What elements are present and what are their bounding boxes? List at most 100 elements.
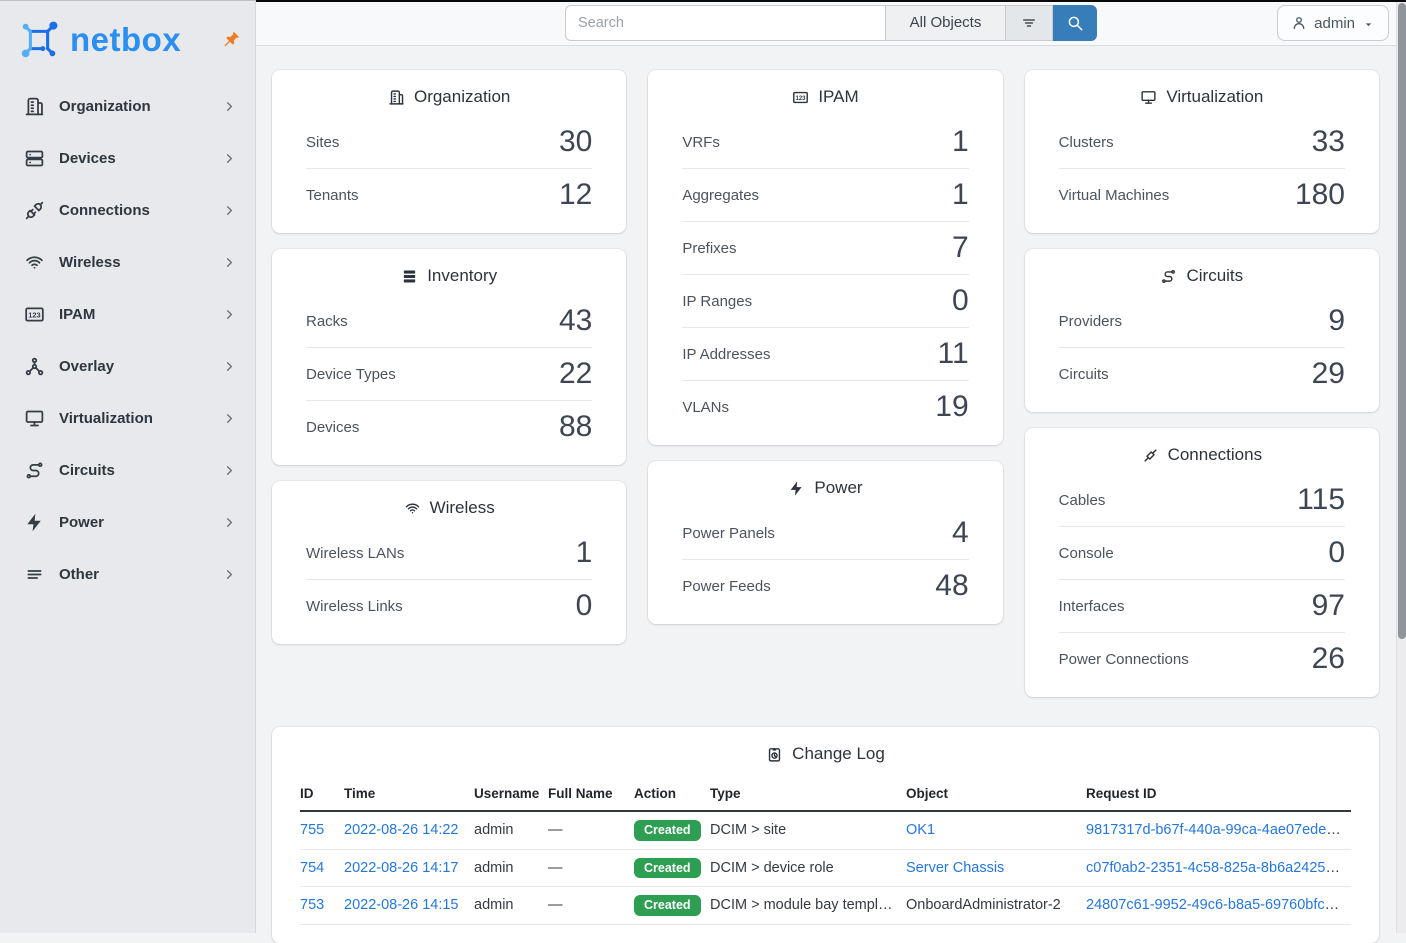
card-rows: Wireless LANs 1 Wireless Links 0 [272,527,626,644]
change-id-link[interactable]: 754 [300,859,325,876]
stat-row-wireless-lans[interactable]: Wireless LANs 1 [306,527,592,579]
brand: netbox [0,1,255,79]
request-id-link[interactable]: c07f0ab2-2351-4c58-825a-8b6a2425a1ab [1086,859,1351,876]
card-rows: Clusters 33 Virtual Machines 180 [1025,116,1379,233]
change-type: DCIM > module bay template [710,897,899,914]
changelog-row: 754 2022-08-26 14:17 admin — Created DCIM > d… [300,849,1351,887]
card-rows: Sites 30 Tenants 12 [272,116,626,233]
changelog-title: Change Log [272,727,1379,773]
scrollbar-thumb[interactable] [1398,3,1406,639]
stat-row-providers[interactable]: Providers 9 [1059,295,1345,347]
stat-label: Virtual Machines [1058,186,1170,204]
sidebar-item-overlay[interactable]: Overlay [0,340,255,392]
stat-label: Tenants [306,186,359,204]
stat-value: 180 [1294,178,1345,211]
stat-row-devices[interactable]: Devices 88 [306,400,593,453]
column-header-username: Username [474,777,548,812]
stat-row-interfaces[interactable]: Interfaces 97 [1058,579,1345,632]
card-rows: Power Panels 4 Power Feeds 48 [648,507,1002,624]
card-title-text: Inventory [427,266,498,285]
sidebar-item-virtualization[interactable]: Virtualization [0,392,255,444]
request-id-link[interactable]: 24807c61-9952-49c6-b8a5-69760bfcc4b3 [1086,897,1351,914]
stat-value: 0 [1328,536,1345,569]
card-title-text: Virtualization [1166,87,1264,106]
chevron-right-icon [222,567,237,582]
chevron-right-icon [222,203,237,218]
stat-row-racks[interactable]: Racks 43 [306,295,592,347]
stat-label: Providers [1058,312,1123,330]
stat-row-circuits[interactable]: Circuits 29 [1058,347,1345,400]
netbox-logo-icon [16,17,62,63]
sidebar-item-label: Overlay [59,357,115,375]
stat-label: Racks [306,312,348,330]
change-object: OnboardAdministrator-2 [906,897,1061,914]
chevron-right-icon [222,255,237,270]
stat-row-cables[interactable]: Cables 115 [1059,474,1345,526]
sidebar-item-wireless[interactable]: Wireless [0,236,255,288]
card-circuits: Circuits Providers 9 Circuits 29 [1024,249,1379,412]
sidebar-item-organization[interactable]: Organization [0,80,255,132]
stat-label: Devices [306,418,360,436]
column-header-full-name: Full Name [548,777,634,812]
card-title: Inventory [272,249,626,295]
monitor-icon [24,408,45,429]
stat-row-aggregates[interactable]: Aggregates 1 [682,168,969,221]
sidebar: netbox Organization Devices Connections … [0,0,256,933]
search-scope-dropdown[interactable]: All Objects [885,4,1005,41]
stat-row-power-feeds[interactable]: Power Feeds 48 [682,559,969,612]
stat-value: 7 [951,231,969,264]
stat-row-virtual-machines[interactable]: Virtual Machines 180 [1058,168,1345,221]
sidebar-item-other[interactable]: Other [0,548,255,600]
filter-icon [1020,14,1038,32]
change-object-link[interactable]: OK1 [906,822,936,839]
change-id-link[interactable]: 755 [300,822,325,839]
stat-row-sites[interactable]: Sites 30 [306,116,592,168]
request-id-link[interactable]: 9817317d-b67f-440a-99ca-4ae07ede94df [1086,822,1351,839]
stat-row-power-panels[interactable]: Power Panels 4 [682,507,968,559]
search-button[interactable] [1053,4,1097,41]
stat-row-vlans[interactable]: VLANs 19 [682,380,969,433]
lines-icon [24,564,45,585]
stat-label: Sites [306,133,340,151]
sidebar-item-label: Connections [59,201,150,219]
change-time-link[interactable]: 2022-08-26 14:15 [344,897,459,914]
sidebar-item-devices[interactable]: Devices [0,132,255,184]
building-icon [24,96,45,117]
stat-row-clusters[interactable]: Clusters 33 [1059,116,1345,168]
stat-value: 1 [951,125,969,158]
user-menu-button[interactable]: admin [1277,5,1389,41]
card-rows: VRFs 1 Aggregates 1 Prefixes 7 IP Ranges… [648,116,1002,445]
pin-icon[interactable] [221,30,241,50]
stat-row-device-types[interactable]: Device Types 22 [306,347,593,400]
search-input[interactable] [565,4,885,41]
netbox-logo[interactable]: netbox [16,17,181,63]
filter-button[interactable] [1005,4,1053,41]
stat-row-console[interactable]: Console 0 [1058,526,1345,579]
stat-row-ip-ranges[interactable]: IP Ranges 0 [682,274,969,327]
changelog-title-text: Change Log [792,744,885,763]
change-time-link[interactable]: 2022-08-26 14:22 [344,822,459,839]
stat-row-tenants[interactable]: Tenants 12 [306,168,593,221]
change-username: admin [474,822,514,839]
stat-row-power-connections[interactable]: Power Connections 26 [1058,632,1345,685]
sidebar-item-circuits[interactable]: Circuits [0,444,255,496]
change-id-link[interactable]: 753 [300,897,325,914]
stat-row-wireless-links[interactable]: Wireless Links 0 [306,579,593,632]
stat-row-prefixes[interactable]: Prefixes 7 [682,221,969,274]
stat-value: 115 [1297,483,1345,516]
stat-row-ip-addresses[interactable]: IP Addresses 11 [682,327,969,380]
action-badge: Created [634,857,701,878]
stat-value: 33 [1311,125,1345,158]
stat-value: 29 [1311,357,1345,390]
stat-row-vrfs[interactable]: VRFs 1 [682,116,968,168]
lightning-icon [24,512,45,533]
sidebar-item-connections[interactable]: Connections [0,184,255,236]
change-time-link[interactable]: 2022-08-26 14:17 [344,859,459,876]
stat-value: 19 [935,390,969,423]
sidebar-item-power[interactable]: Power [0,496,255,548]
chevron-right-icon [222,411,237,426]
card-title: Virtualization [1025,70,1379,116]
sidebar-item-ipam[interactable]: 123 IPAM [0,288,255,340]
search-group: All Objects [565,4,1097,41]
change-object-link[interactable]: Server Chassis [906,859,1005,876]
